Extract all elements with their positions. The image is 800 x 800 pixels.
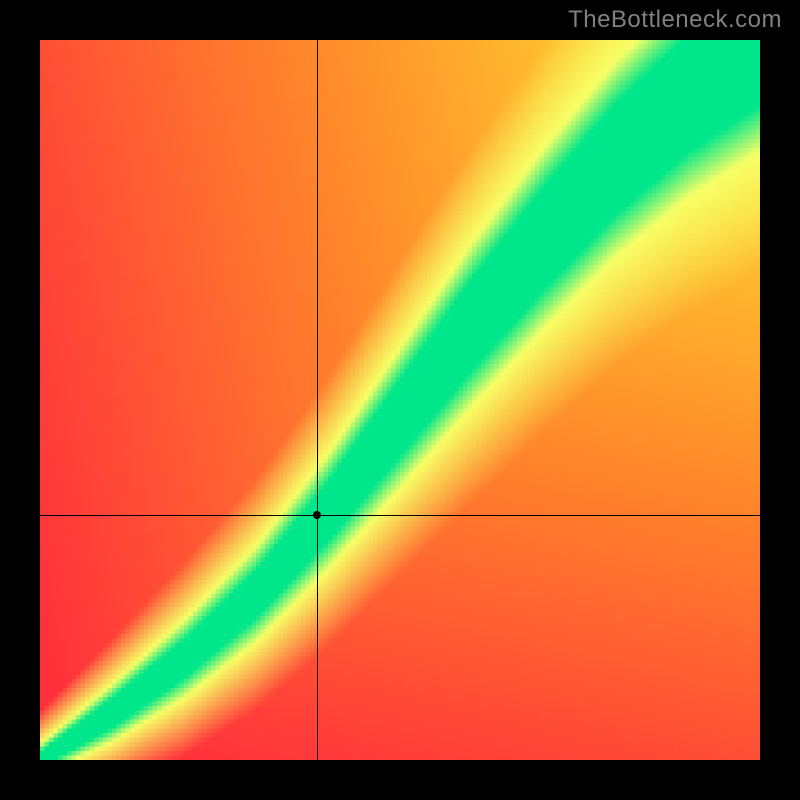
crosshair-horizontal — [40, 515, 760, 516]
chart-container: { "watermark": "TheBottleneck.com", "cha… — [0, 0, 800, 800]
watermark-text: TheBottleneck.com — [568, 6, 782, 34]
crosshair-vertical — [317, 40, 318, 760]
plot-area — [40, 40, 760, 760]
heatmap-canvas — [40, 40, 760, 760]
crosshair-dot — [313, 511, 321, 519]
